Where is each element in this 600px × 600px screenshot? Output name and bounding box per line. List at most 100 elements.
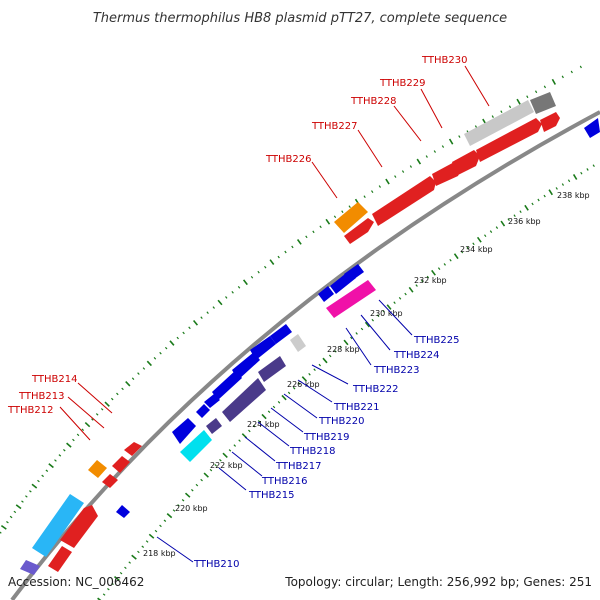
tick-mark [426,275,430,279]
tick-mark [425,155,428,158]
kbp-label-218: 218 kbp [143,549,176,558]
gene-arrow[interactable] [540,112,560,132]
gene-arrow[interactable] [180,430,212,462]
gene-arrow[interactable] [102,474,118,488]
tick-mark [95,413,99,416]
gene-arrow[interactable] [464,100,534,146]
gene-arrow[interactable] [326,280,376,318]
tick-mark [182,331,185,335]
tick-mark [195,483,199,487]
gene-label-tthb213[interactable]: TTHB213 [18,391,65,402]
tick-mark [297,382,301,385]
tick-mark [163,519,167,522]
gene-label-tthb226[interactable]: TTHB226 [265,154,312,165]
gene-arrow[interactable] [476,118,542,162]
tick-mark [37,479,40,483]
tick-mark [592,164,595,168]
tick-mark [548,189,553,196]
gene-arrow[interactable] [206,418,222,434]
tick-mark [567,179,571,183]
gene-arrow[interactable] [232,352,260,380]
tick-mark [437,267,441,270]
kbp-label-220: 220 kbp [175,504,208,513]
tick-mark [191,488,194,492]
tick-mark [458,135,461,138]
tick-mark [269,259,275,265]
gene-arrow[interactable] [270,324,292,344]
tick-mark [308,373,311,376]
gene-label-tthb230[interactable]: TTHB230 [421,55,468,66]
gene-arrow[interactable] [48,546,72,572]
tick-mark [476,236,482,243]
gene-arrow[interactable] [88,460,107,478]
tick-mark [237,286,241,289]
tick-mark [6,521,9,524]
kbp-label-230: 230 kbp [370,309,403,318]
tick-mark [121,387,124,391]
tick-mark [72,438,75,442]
gene-label-tthb219[interactable]: TTHB219 [303,432,350,443]
gene-label-tthb214[interactable]: TTHB214 [31,374,78,385]
gene-label-tthb228[interactable]: TTHB228 [350,96,397,107]
gene-arrow[interactable] [344,264,364,282]
gene-label-tthb218[interactable]: TTHB218 [289,446,336,457]
tick-mark [188,326,191,330]
tick-mark [177,504,180,507]
tick-mark [252,424,256,428]
gene-arrow[interactable] [258,356,286,382]
tick-mark [15,504,22,510]
tick-mark [570,70,573,74]
gene-label-tthb227[interactable]: TTHB227 [311,121,358,132]
gene-arrow[interactable] [318,286,334,302]
tick-mark [54,459,57,462]
tick-mark [209,468,213,472]
gene-label-tthb225[interactable]: TTHB225 [413,335,460,346]
gene-label-tthb224[interactable]: TTHB224 [393,350,440,361]
gene-arrow[interactable] [334,202,368,233]
gene-label-tthb220[interactable]: TTHB220 [318,416,365,427]
tick-mark [25,495,28,498]
tick-mark [203,472,209,478]
tick-mark [137,550,140,554]
gene-label-tthb221[interactable]: TTHB221 [333,402,380,413]
gene-arrow[interactable] [116,505,130,518]
gene-arrow[interactable] [530,92,556,114]
gene-arrow[interactable] [32,494,84,557]
tick-mark [491,115,494,118]
gene-arrow[interactable] [372,176,436,226]
gene-label-tthb222[interactable]: TTHB222 [352,384,399,395]
accession-text: Accession: NC_006462 [8,575,144,589]
gene-label-tthb212[interactable]: TTHB212 [7,405,54,416]
gene-arrow[interactable] [212,370,242,400]
gene-label-tthb210[interactable]: TTHB210 [193,559,240,570]
gene-arrow[interactable] [20,560,40,575]
gene-arrow[interactable] [124,442,142,456]
tick-mark [495,226,499,229]
gene-label-tthb216[interactable]: TTHB216 [261,476,308,487]
tick-mark [281,394,287,401]
tick-mark [555,187,558,190]
gene-arrow[interactable] [196,404,210,418]
gene-label-tthb215[interactable]: TTHB215 [248,490,295,501]
gene-arrow[interactable] [112,456,130,473]
gene-arrow[interactable] [222,378,266,422]
gene-arrow[interactable] [290,334,306,352]
tick-mark [272,405,276,409]
tick-mark [339,345,342,349]
tick-mark [408,286,414,293]
gene-arrow[interactable] [204,394,220,408]
gene-label-tthb223[interactable]: TTHB223 [373,365,420,376]
tick-mark [217,299,223,306]
gene-arrow[interactable] [60,505,98,548]
gene-arrow[interactable] [584,118,600,138]
gene-arrow[interactable] [250,336,276,360]
tick-mark [333,215,337,219]
gene-arrow[interactable] [344,218,374,244]
tick-mark [159,524,162,528]
gene-arrow[interactable] [452,150,480,176]
tick-mark [371,318,374,322]
gene-label-tthb217[interactable]: TTHB217 [275,461,322,472]
gene-label-tthb229[interactable]: TTHB229 [379,78,426,89]
gene-arrow[interactable] [172,418,196,444]
